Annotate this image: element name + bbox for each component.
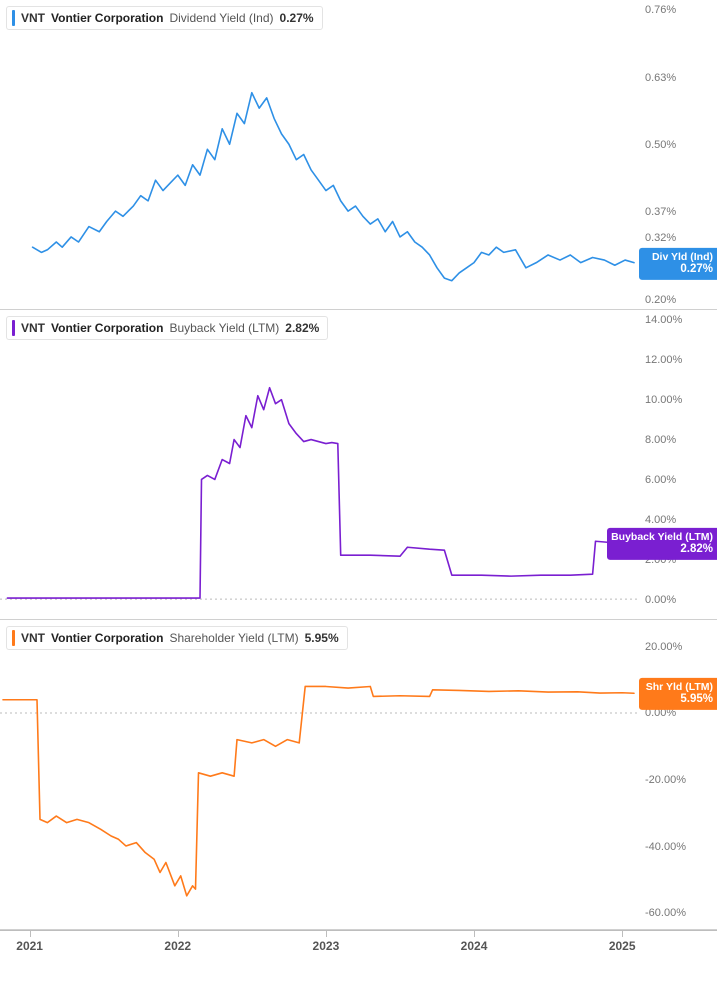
- current-tag-value: 5.95%: [643, 692, 713, 705]
- chart-panel-buyback_yield: VNT Vontier Corporation Buyback Yield (LTM…: [0, 310, 717, 620]
- y-tick-label: 0.63%: [645, 72, 676, 84]
- charts-container: VNT Vontier Corporation Dividend Yield (In…: [0, 0, 717, 964]
- y-tick-label: 12.00%: [645, 354, 682, 366]
- y-tick-label: 0.00%: [645, 594, 676, 606]
- legend-pill[interactable]: VNT Vontier Corporation Shareholder Yield …: [6, 626, 348, 650]
- current-tag-value: 2.82%: [611, 543, 713, 556]
- legend-metric: Buyback Yield (LTM): [169, 321, 279, 335]
- legend-ticker: VNT: [21, 11, 45, 25]
- x-tick-label: 2022: [164, 939, 191, 953]
- x-tick-mark: [30, 931, 31, 937]
- series-line: [33, 93, 634, 281]
- y-tick-label: 14.00%: [645, 314, 682, 326]
- plot-area[interactable]: [0, 620, 637, 929]
- y-axis: -60.00%-40.00%-20.00%0.00%20.00%: [637, 620, 717, 929]
- y-tick-label: 20.00%: [645, 641, 682, 653]
- y-tick-label: 4.00%: [645, 514, 676, 526]
- x-tick-mark: [474, 931, 475, 937]
- series-line: [3, 686, 634, 895]
- y-tick-label: 0.50%: [645, 139, 676, 151]
- legend-company-name: Vontier Corporation: [51, 11, 163, 25]
- current-tag-label: Shr Yld (LTM): [643, 680, 713, 692]
- x-tick-label: 2025: [609, 939, 636, 953]
- legend-color-bar: [12, 320, 15, 336]
- plot-area[interactable]: [0, 310, 637, 619]
- legend-value: 2.82%: [285, 321, 319, 335]
- x-tick-label: 2024: [461, 939, 488, 953]
- legend-pill[interactable]: VNT Vontier Corporation Buyback Yield (LTM…: [6, 316, 328, 340]
- x-tick-label: 2023: [313, 939, 340, 953]
- legend-company-name: Vontier Corporation: [51, 631, 163, 645]
- y-tick-label: 8.00%: [645, 434, 676, 446]
- y-tick-label: -40.00%: [645, 841, 686, 853]
- chart-panel-div_yield: VNT Vontier Corporation Dividend Yield (In…: [0, 0, 717, 310]
- plot-area[interactable]: [0, 0, 637, 309]
- current-tag-label: Div Yld (Ind): [643, 250, 713, 262]
- y-tick-label: -60.00%: [645, 907, 686, 919]
- y-tick-label: 10.00%: [645, 394, 682, 406]
- y-tick-label: 0.76%: [645, 4, 676, 16]
- x-tick-mark: [622, 931, 623, 937]
- y-tick-label: 0.20%: [645, 294, 676, 306]
- current-value-tag[interactable]: Div Yld (Ind)0.27%: [639, 247, 717, 279]
- x-tick-mark: [178, 931, 179, 937]
- legend-color-bar: [12, 630, 15, 646]
- legend-pill[interactable]: VNT Vontier Corporation Dividend Yield (In…: [6, 6, 323, 30]
- current-tag-value: 0.27%: [643, 262, 713, 275]
- legend-value: 5.95%: [305, 631, 339, 645]
- legend-ticker: VNT: [21, 631, 45, 645]
- legend-value: 0.27%: [280, 11, 314, 25]
- current-value-tag[interactable]: Shr Yld (LTM)5.95%: [639, 677, 717, 709]
- y-tick-label: 6.00%: [645, 474, 676, 486]
- legend-ticker: VNT: [21, 321, 45, 335]
- x-axis: 2021 2022 2023 2024 2025: [0, 930, 717, 964]
- y-tick-label: -20.00%: [645, 774, 686, 786]
- x-tick-mark: [326, 931, 327, 937]
- y-tick-label: 0.32%: [645, 232, 676, 244]
- legend-metric: Shareholder Yield (LTM): [169, 631, 298, 645]
- y-tick-label: 0.37%: [645, 206, 676, 218]
- current-tag-label: Buyback Yield (LTM): [611, 530, 713, 542]
- series-line: [7, 388, 634, 598]
- chart-panel-shareholder_yield: VNT Vontier Corporation Shareholder Yield …: [0, 620, 717, 930]
- legend-metric: Dividend Yield (Ind): [169, 11, 273, 25]
- current-value-tag[interactable]: Buyback Yield (LTM)2.82%: [607, 527, 717, 559]
- x-tick-label: 2021: [16, 939, 43, 953]
- legend-color-bar: [12, 10, 15, 26]
- y-axis: 0.00%2.00%4.00%6.00%8.00%10.00%12.00%14.…: [637, 310, 717, 619]
- legend-company-name: Vontier Corporation: [51, 321, 163, 335]
